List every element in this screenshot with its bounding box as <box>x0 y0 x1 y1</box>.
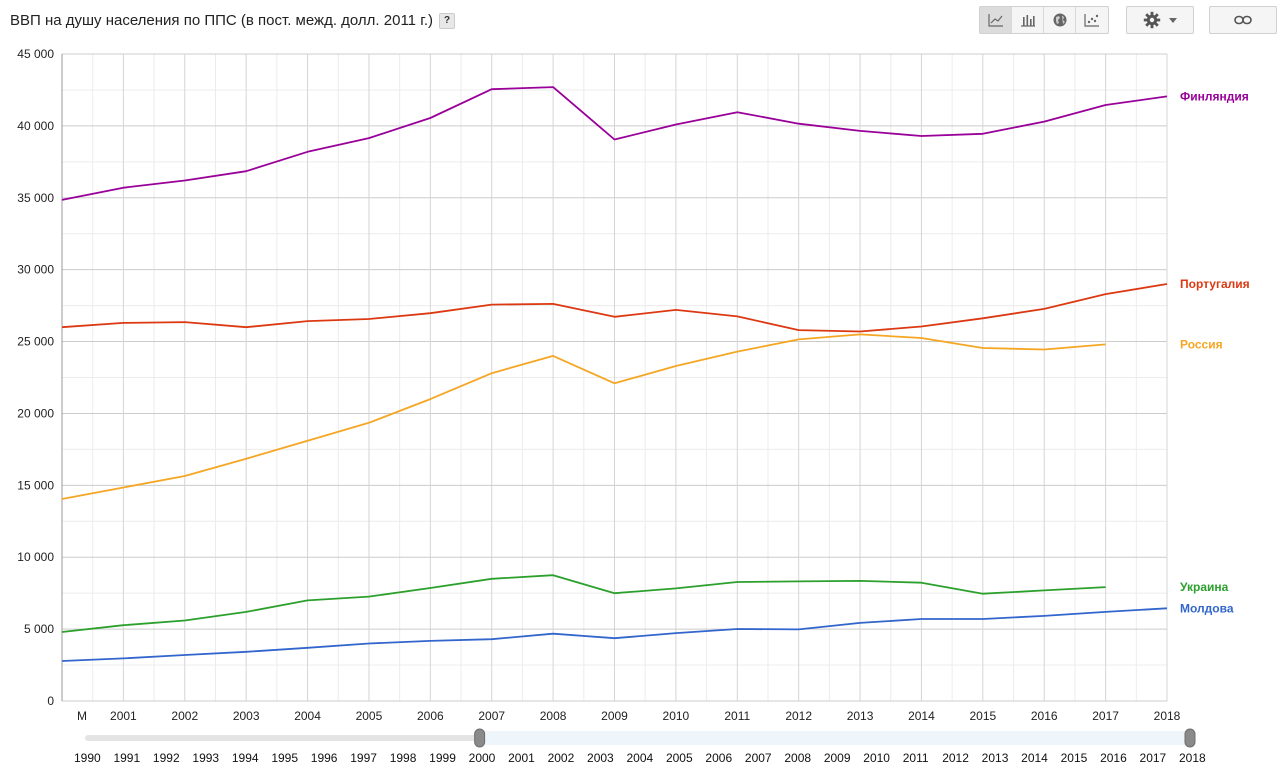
bar-chart-icon <box>1020 15 1035 27</box>
timeline-year-label[interactable]: 2003 <box>587 751 614 765</box>
timeline-year-label[interactable]: 2017 <box>1140 751 1167 765</box>
globe-map-icon <box>1053 13 1066 27</box>
x-tick-label: 2009 <box>601 709 628 723</box>
settings-content <box>1127 7 1193 33</box>
timeline-year-label[interactable]: 1994 <box>232 751 259 765</box>
timeline-year-label[interactable]: 1993 <box>192 751 219 765</box>
x-tick-label: 2002 <box>171 709 198 723</box>
series-line-Португалия[interactable] <box>61 283 1168 333</box>
series-label: Украина <box>1180 580 1229 594</box>
series-label: Португалия <box>1180 277 1250 291</box>
x-tick-label: 2004 <box>294 709 321 723</box>
timeline-year-label[interactable]: 1996 <box>311 751 338 765</box>
chart-title-text: ВВП на душу населения по ППС (в пост. ме… <box>10 12 433 29</box>
y-tick-label: 15 000 <box>17 478 54 492</box>
scatter-chart-button[interactable] <box>1076 7 1108 33</box>
timeline-year-label[interactable]: 2002 <box>548 751 575 765</box>
x-tick-label: 2003 <box>233 709 260 723</box>
timeline-handle[interactable] <box>474 728 486 748</box>
y-tick-label: 5 000 <box>24 622 54 636</box>
y-tick-label: 25 000 <box>17 335 54 349</box>
x-tick-label: 2005 <box>356 709 383 723</box>
timeline-year-label[interactable]: 1995 <box>271 751 298 765</box>
series-line-Молдова[interactable] <box>61 607 1168 662</box>
bar-chart-button[interactable] <box>1012 7 1044 33</box>
timeline-year-label[interactable]: 2013 <box>982 751 1009 765</box>
series-line-Финляндия[interactable] <box>61 86 1168 201</box>
line-chart-icon <box>987 14 1003 27</box>
series-label: Молдова <box>1180 601 1234 615</box>
timeline-year-label[interactable]: 2009 <box>824 751 851 765</box>
timeline-year-label[interactable]: 2010 <box>863 751 890 765</box>
line-chart-button[interactable] <box>980 7 1012 33</box>
timeline-year-label[interactable]: 2007 <box>745 751 772 765</box>
scatter-chart-icon <box>1084 14 1099 27</box>
timeline-year-label[interactable]: 1990 <box>74 751 101 765</box>
chevron-down-icon <box>1169 17 1177 23</box>
timeline-year-label[interactable]: 2012 <box>942 751 969 765</box>
timeline-year-label[interactable]: 2016 <box>1100 751 1127 765</box>
x-tick-label: 2015 <box>969 709 996 723</box>
timeline-year-label[interactable]: 2018 <box>1179 751 1206 765</box>
link-icon <box>1234 15 1252 25</box>
settings-button[interactable] <box>1126 6 1194 34</box>
timeline-year-label[interactable]: 1997 <box>350 751 377 765</box>
x-tick-label: 2016 <box>1031 709 1058 723</box>
y-tick-label: 0 <box>47 694 54 708</box>
y-tick-label: 40 000 <box>17 119 54 133</box>
series-label: Россия <box>1180 337 1223 351</box>
x-tick-label: 2013 <box>847 709 874 723</box>
timeline-year-label[interactable]: 1999 <box>429 751 456 765</box>
timeline-year-label[interactable]: 2008 <box>784 751 811 765</box>
x-tick-label: 2010 <box>663 709 690 723</box>
timeline-selected-range[interactable] <box>479 731 1191 745</box>
chart-title: ВВП на душу населения по ППС (в пост. ме… <box>10 12 455 29</box>
y-tick-label: 35 000 <box>17 191 54 205</box>
x-tick-label: 2017 <box>1092 709 1119 723</box>
view-switcher <box>979 6 1109 34</box>
map-button[interactable] <box>1044 7 1076 33</box>
x-tick-label: 2006 <box>417 709 444 723</box>
x-tick-label: 2014 <box>908 709 935 723</box>
timeline-year-label[interactable]: 1998 <box>390 751 417 765</box>
timeline-year-label[interactable]: 2014 <box>1021 751 1048 765</box>
x-tick-label: M <box>77 709 87 723</box>
timeline-year-label[interactable]: 2001 <box>508 751 535 765</box>
timeline-year-label[interactable]: 2005 <box>666 751 693 765</box>
timeline-year-label[interactable]: 2000 <box>469 751 496 765</box>
y-tick-label: 30 000 <box>17 263 54 277</box>
gear-icon <box>1143 11 1161 29</box>
series-label: Финляндия <box>1180 89 1249 103</box>
timeline-handle[interactable] <box>1184 728 1196 748</box>
timeline-year-label[interactable]: 1991 <box>113 751 140 765</box>
link-button[interactable] <box>1209 6 1277 34</box>
timeline-year-label[interactable]: 2004 <box>627 751 654 765</box>
series-line-Россия[interactable] <box>61 333 1106 500</box>
x-tick-label: 2018 <box>1154 709 1181 723</box>
x-tick-label: 2001 <box>110 709 137 723</box>
help-button[interactable]: ? <box>439 12 455 29</box>
timeline-year-label[interactable]: 2015 <box>1061 751 1088 765</box>
timeline-year-label[interactable]: 1992 <box>153 751 180 765</box>
timeline-year-label[interactable]: 2011 <box>903 751 929 765</box>
series-line-Украина[interactable] <box>61 574 1106 633</box>
y-tick-label: 20 000 <box>17 406 54 420</box>
timeline-year-label[interactable]: 2006 <box>705 751 732 765</box>
x-tick-label: 2011 <box>724 709 750 723</box>
link-content <box>1210 7 1276 33</box>
y-tick-label: 45 000 <box>17 47 54 61</box>
x-tick-label: 2007 <box>478 709 505 723</box>
y-tick-label: 10 000 <box>17 550 54 564</box>
x-tick-label: 2008 <box>540 709 567 723</box>
x-tick-label: 2012 <box>785 709 812 723</box>
